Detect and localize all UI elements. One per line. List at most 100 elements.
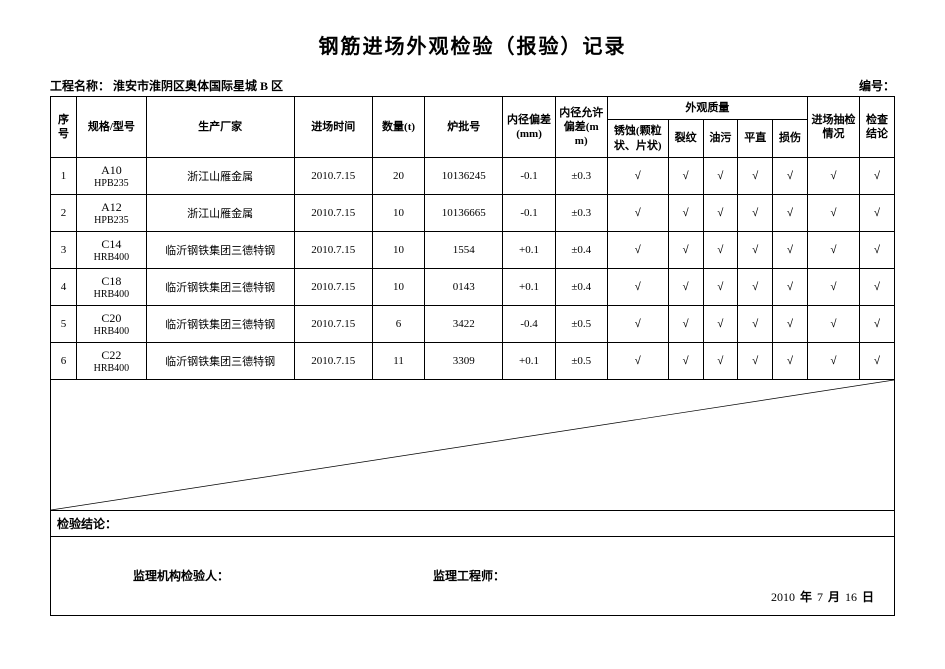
th-manufacturer: 生产厂家: [146, 97, 294, 158]
cell-arrive: 2010.7.15: [294, 194, 372, 231]
cell-manufacturer: 浙江山雁金属: [146, 194, 294, 231]
cell-tol: ±0.4: [555, 268, 607, 305]
cell-damage: √: [773, 157, 808, 194]
cell-batch: 3309: [425, 342, 503, 379]
cell-crack: √: [668, 342, 703, 379]
footer-block: 监理机构检验人： 监理工程师： 2010 年 7 月 16 日: [51, 536, 895, 615]
th-seq: 序号: [51, 97, 77, 158]
th-inner-tol: 内径允许偏差(mm): [555, 97, 607, 158]
cell-crack: √: [668, 268, 703, 305]
cell-seq: 2: [51, 194, 77, 231]
project-name: 淮安市淮阴区奥体国际星城 B 区: [113, 79, 283, 93]
cell-result: √: [860, 268, 895, 305]
table-row: 5C20HRB400临沂钢铁集团三德特钢2010.7.1563422-0.4±0…: [51, 305, 895, 342]
cell-batch: 3422: [425, 305, 503, 342]
th-arrive: 进场时间: [294, 97, 372, 158]
th-corrosion: 锈蚀(颗粒状、片状): [607, 120, 668, 158]
cell-corrosion: √: [607, 157, 668, 194]
serial-label: 编号：: [859, 79, 895, 93]
meta-row: 工程名称： 淮安市淮阴区奥体国际星城 B 区 编号：: [50, 77, 895, 94]
cell-spec: C18HRB400: [77, 268, 147, 305]
cell-arrive: 2010.7.15: [294, 157, 372, 194]
conclusion-label: 检验结论：: [51, 510, 895, 536]
empty-diagonal-block: [51, 379, 895, 510]
project-label: 工程名称：: [50, 79, 110, 93]
cell-result: √: [860, 305, 895, 342]
cell-tol: ±0.5: [555, 305, 607, 342]
cell-crack: √: [668, 231, 703, 268]
cell-damage: √: [773, 231, 808, 268]
cell-sampling: √: [807, 231, 859, 268]
engineer-label: 监理工程师：: [433, 567, 693, 584]
diagonal-line-icon: [51, 380, 894, 510]
cell-crack: √: [668, 194, 703, 231]
cell-oil: √: [703, 305, 738, 342]
cell-batch: 1554: [425, 231, 503, 268]
cell-crack: √: [668, 305, 703, 342]
date-day: 16: [843, 590, 859, 604]
table-row: 6C22HRB400临沂钢铁集团三德特钢2010.7.15113309+0.1±…: [51, 342, 895, 379]
cell-sampling: √: [807, 194, 859, 231]
cell-batch: 10136665: [425, 194, 503, 231]
cell-result: √: [860, 194, 895, 231]
cell-dev: -0.1: [503, 157, 555, 194]
cell-straight: √: [738, 157, 773, 194]
cell-oil: √: [703, 268, 738, 305]
cell-damage: √: [773, 342, 808, 379]
cell-damage: √: [773, 268, 808, 305]
cell-qty: 6: [372, 305, 424, 342]
th-inner-dev: 内径偏差(mm): [503, 97, 555, 158]
table-row: 1A10HPB235浙江山雁金属2010.7.152010136245-0.1±…: [51, 157, 895, 194]
cell-spec: A12HPB235: [77, 194, 147, 231]
inspector-label: 监理机构检验人：: [133, 567, 433, 584]
th-result: 检查结论: [860, 97, 895, 158]
footer-date: 2010 年 7 月 16 日: [769, 588, 874, 605]
date-year: 2010: [769, 590, 797, 604]
table-row: 3C14HRB400临沂钢铁集团三德特钢2010.7.15101554+0.1±…: [51, 231, 895, 268]
cell-sampling: √: [807, 268, 859, 305]
cell-result: √: [860, 157, 895, 194]
th-straight: 平直: [738, 120, 773, 158]
cell-corrosion: √: [607, 342, 668, 379]
cell-qty: 20: [372, 157, 424, 194]
label-day: 日: [862, 590, 874, 604]
cell-manufacturer: 临沂钢铁集团三德特钢: [146, 342, 294, 379]
cell-dev: -0.4: [503, 305, 555, 342]
th-appearance-group: 外观质量: [607, 97, 807, 120]
cell-manufacturer: 临沂钢铁集团三德特钢: [146, 305, 294, 342]
cell-manufacturer: 临沂钢铁集团三德特钢: [146, 268, 294, 305]
cell-arrive: 2010.7.15: [294, 305, 372, 342]
cell-qty: 10: [372, 268, 424, 305]
table-row: 2A12HPB235浙江山雁金属2010.7.151010136665-0.1±…: [51, 194, 895, 231]
cell-manufacturer: 浙江山雁金属: [146, 157, 294, 194]
cell-batch: 10136245: [425, 157, 503, 194]
cell-corrosion: √: [607, 194, 668, 231]
cell-spec: C14HRB400: [77, 231, 147, 268]
cell-straight: √: [738, 231, 773, 268]
cell-batch: 0143: [425, 268, 503, 305]
cell-seq: 1: [51, 157, 77, 194]
cell-crack: √: [668, 157, 703, 194]
cell-sampling: √: [807, 342, 859, 379]
cell-qty: 10: [372, 231, 424, 268]
cell-qty: 10: [372, 194, 424, 231]
cell-straight: √: [738, 194, 773, 231]
label-year: 年: [800, 590, 812, 604]
cell-sampling: √: [807, 305, 859, 342]
cell-seq: 4: [51, 268, 77, 305]
th-crack: 裂纹: [668, 120, 703, 158]
cell-seq: 3: [51, 231, 77, 268]
cell-tol: ±0.5: [555, 342, 607, 379]
th-damage: 损伤: [773, 120, 808, 158]
cell-spec: C22HRB400: [77, 342, 147, 379]
th-spec: 规格/型号: [77, 97, 147, 158]
cell-corrosion: √: [607, 305, 668, 342]
cell-dev: -0.1: [503, 194, 555, 231]
cell-spec: C20HRB400: [77, 305, 147, 342]
cell-oil: √: [703, 157, 738, 194]
cell-tol: ±0.3: [555, 157, 607, 194]
cell-oil: √: [703, 231, 738, 268]
cell-straight: √: [738, 268, 773, 305]
cell-manufacturer: 临沂钢铁集团三德特钢: [146, 231, 294, 268]
th-batch: 炉批号: [425, 97, 503, 158]
